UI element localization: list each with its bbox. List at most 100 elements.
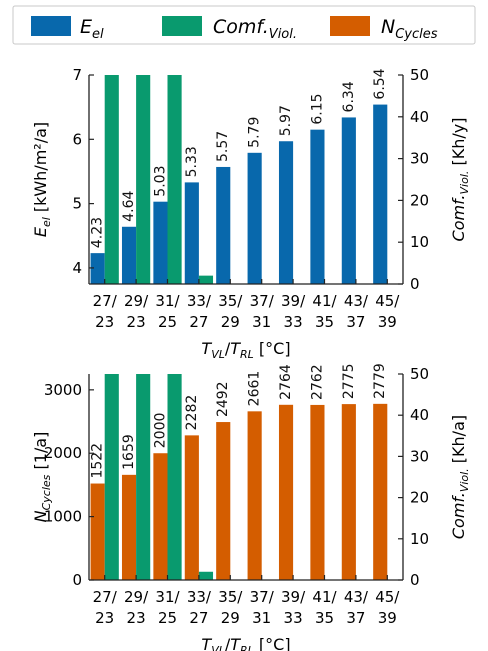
right-tick-label: 50 — [410, 365, 429, 383]
x-tick-label: 41/35 — [312, 292, 337, 331]
data-label: 1522 — [90, 443, 106, 479]
legend-swatch-comf-viol — [162, 16, 202, 36]
x-tick-label: 31/25 — [155, 588, 180, 627]
data-label: 5.97 — [278, 105, 294, 136]
bar-ncycles-5 — [247, 411, 262, 580]
bar-eel-2 — [153, 201, 168, 284]
data-label: 1659 — [121, 434, 137, 470]
bar-eel-7 — [310, 129, 325, 284]
data-label: 5.03 — [152, 166, 168, 197]
right-tick-label: 10 — [410, 233, 429, 251]
x-tick-label: 35/29 — [218, 292, 243, 331]
data-label: 2282 — [184, 395, 200, 431]
right-tick-label: 30 — [410, 150, 429, 168]
right-tick-label: 40 — [410, 108, 429, 126]
bar-comfviol-3 — [198, 571, 214, 580]
right-tick-label: 10 — [410, 530, 429, 548]
series-comf-viol — [104, 75, 214, 284]
left-tick-label: 6 — [72, 130, 82, 148]
bar-eel-1 — [121, 226, 137, 284]
right-tick-label: 40 — [410, 406, 429, 424]
left-tick-label: 7 — [72, 66, 82, 84]
right-tick-label: 20 — [410, 489, 429, 507]
data-label: 2762 — [309, 364, 325, 400]
legend-label-eel: Eel — [80, 16, 104, 42]
data-label: 2775 — [341, 363, 357, 399]
x-tick-label: 45/39 — [375, 588, 400, 627]
data-label: 4.64 — [121, 191, 137, 222]
x-tick-label: 39/33 — [281, 588, 306, 627]
bar-ncycles-2 — [153, 453, 168, 580]
data-label: 6.54 — [372, 68, 388, 99]
bar-ncycles-1 — [121, 474, 137, 580]
left-tick-label: 2000 — [44, 444, 82, 462]
x-tick-label: 29/23 — [124, 588, 149, 627]
data-label: 2779 — [372, 363, 388, 399]
bar-comfviol-3 — [198, 275, 214, 284]
data-label: 2764 — [278, 364, 294, 400]
bar-eel-3 — [184, 182, 199, 284]
right-tick-label: 20 — [410, 191, 429, 209]
series-primary: 1522 1659 2000 2282 2492 2661 2764 2762 2775 2779 — [90, 363, 388, 580]
bar-eel-0 — [90, 253, 105, 284]
x-tick-label: 43/37 — [344, 588, 369, 627]
bar-eel-9 — [373, 104, 388, 284]
bar-comfviol-2 — [167, 374, 182, 580]
data-label: 6.34 — [341, 81, 357, 112]
x-tick-label: 33/27 — [187, 292, 212, 331]
x-tick-label: 27/23 — [93, 588, 118, 627]
chart-top: 4.23 4.64 5.03 5.33 5.57 5.79 5.97 6.15 6.34 6.54… — [31, 66, 471, 361]
legend-swatch-ncycles — [330, 16, 370, 36]
bar-ncycles-0 — [90, 483, 105, 580]
series-primary: 4.23 4.64 5.03 5.33 5.57 5.79 5.97 6.15 6.34 6.54 — [90, 68, 388, 284]
legend-swatch-eel — [31, 16, 71, 36]
data-label: 2492 — [215, 381, 231, 417]
bar-comfviol-2 — [167, 75, 182, 284]
bar-eel-4 — [216, 166, 231, 284]
x-tick-label: 39/33 — [281, 292, 306, 331]
data-label: 4.23 — [90, 217, 106, 248]
x-axis-title: TVL/TRL [°C] — [201, 339, 290, 361]
left-axis-title: NCycles [1/a] — [31, 432, 53, 523]
left-tick-label: 0 — [72, 571, 82, 589]
bar-comfviol-0 — [104, 374, 119, 580]
x-axis-title: TVL/TRL [°C] — [201, 635, 290, 651]
data-label: 2661 — [247, 371, 263, 407]
bar-comfviol-0 — [104, 75, 119, 284]
x-tick-label: 35/29 — [218, 588, 243, 627]
data-label: 5.33 — [184, 146, 200, 177]
bar-eel-8 — [341, 117, 356, 284]
legend: Eel Comf.Viol. NCycles — [12, 5, 476, 45]
right-axis-title: Comf.Viol. [Kh/y] — [449, 118, 471, 242]
bar-ncycles-6 — [278, 404, 294, 580]
bar-ncycles-3 — [184, 435, 199, 580]
right-axis-title: Comf.Viol. [Kh/a] — [449, 415, 471, 539]
x-tick-label: 45/39 — [375, 292, 400, 331]
bar-ncycles-4 — [216, 422, 231, 580]
bar-ncycles-8 — [341, 404, 356, 580]
bar-eel-6 — [278, 141, 294, 284]
left-tick-label: 1000 — [44, 508, 82, 526]
left-axis-title: Eel [kWh/m²/a] — [31, 122, 53, 237]
bar-eel-5 — [247, 152, 262, 284]
series-comf-viol — [104, 374, 214, 580]
legend-label-ncycles: NCycles — [381, 16, 438, 42]
x-tick-label: 37/31 — [250, 292, 275, 331]
right-tick-label: 0 — [410, 571, 420, 589]
data-label: 5.79 — [247, 117, 263, 148]
right-tick-label: 30 — [410, 447, 429, 465]
legend-label-comf-viol: Comf.Viol. — [213, 16, 297, 42]
x-tick-label: 43/37 — [344, 292, 369, 331]
left-tick-label: 5 — [72, 195, 82, 213]
data-label: 2000 — [152, 413, 168, 449]
data-label: 5.57 — [215, 131, 231, 162]
left-tick-label: 4 — [72, 259, 82, 277]
x-tick-label: 27/23 — [93, 292, 118, 331]
bar-ncycles-7 — [310, 404, 325, 580]
bar-comfviol-1 — [136, 75, 151, 284]
x-tick-label: 41/35 — [312, 588, 337, 627]
right-tick-label: 50 — [410, 66, 429, 84]
x-tick-label: 31/25 — [155, 292, 180, 331]
